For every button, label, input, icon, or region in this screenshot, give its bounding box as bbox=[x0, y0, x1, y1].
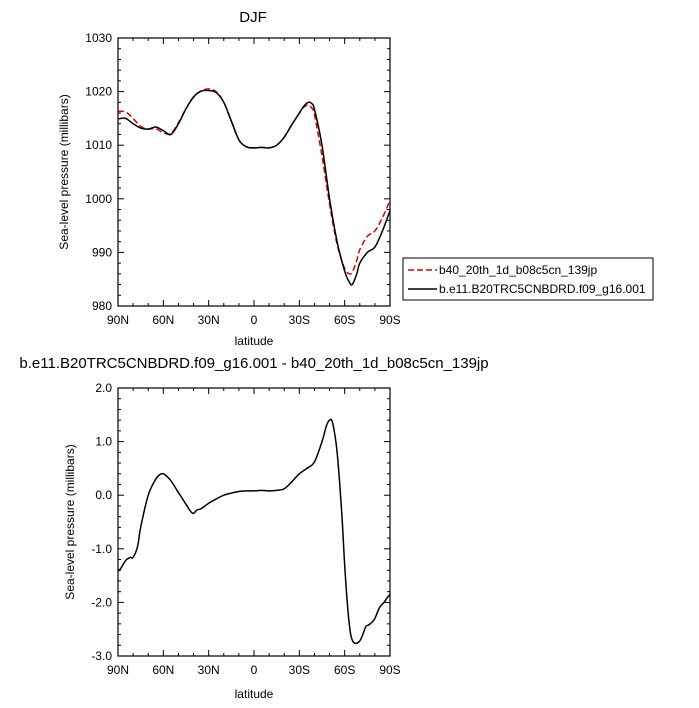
x-tick-label: 60N bbox=[152, 663, 174, 677]
legend-label-series-b: b.e11.B20TRC5CNBDRD.f09_g16.001 bbox=[439, 282, 646, 296]
bottom-chart-x-axis-label: latitude bbox=[235, 687, 274, 701]
top-chart-title: DJF bbox=[239, 9, 267, 26]
series-line-0-0 bbox=[117, 88, 391, 275]
top-chart: DJF 90N 60N 30N 0 30S 60S 90S 980 990 1000 1010 102… bbox=[57, 9, 654, 348]
x-tick-label: 30S bbox=[289, 313, 310, 327]
y-tick-label: 2.0 bbox=[95, 381, 112, 395]
x-tick-label: 30N bbox=[198, 663, 220, 677]
x-tick-label: 90N bbox=[107, 663, 129, 677]
x-tick-label: 30N bbox=[198, 313, 220, 327]
y-tick-label: -3.0 bbox=[91, 649, 112, 663]
x-tick-label: 30S bbox=[289, 663, 310, 677]
top-chart-y-axis-label: Sea-level pressure (millibars) bbox=[57, 94, 71, 249]
bottom-chart-plot-frame bbox=[117, 387, 391, 657]
x-tick-label: 90N bbox=[107, 313, 129, 327]
y-tick-label: 1.0 bbox=[95, 435, 112, 449]
x-tick-label: 60N bbox=[152, 313, 174, 327]
legend-label-series-a: b40_20th_1d_b08c5cn_139jp bbox=[439, 263, 597, 277]
legend: b40_20th_1d_b08c5cn_139jp b.e11.B20TRC5C… bbox=[402, 257, 654, 301]
x-tick-label: 60S bbox=[334, 663, 355, 677]
bottom-chart: b.e11.B20TRC5CNBDRD.f09_g16.001 - b40_20… bbox=[19, 355, 488, 701]
bottom-chart-y-axis-label: Sea-level pressure (millibars) bbox=[63, 444, 77, 599]
top-chart-plot-frame bbox=[117, 37, 391, 307]
y-tick-label: 1020 bbox=[85, 85, 112, 99]
top-chart-x-axis-label: latitude bbox=[235, 334, 274, 348]
y-tick-label: 1000 bbox=[85, 192, 112, 206]
x-tick-label: 0 bbox=[251, 313, 258, 327]
x-tick-label: 60S bbox=[334, 313, 355, 327]
y-tick-label: 990 bbox=[92, 245, 112, 259]
legend-box bbox=[402, 257, 654, 301]
y-tick-label: 1030 bbox=[85, 31, 112, 45]
bottom-chart-title: b.e11.B20TRC5CNBDRD.f09_g16.001 - b40_20… bbox=[19, 355, 488, 372]
y-tick-label: -1.0 bbox=[91, 542, 112, 556]
series-line-1-0 bbox=[117, 418, 391, 645]
y-tick-label: 1010 bbox=[85, 138, 112, 152]
series-line-0-1 bbox=[117, 89, 391, 286]
x-tick-label: 0 bbox=[251, 663, 258, 677]
x-tick-label: 90S bbox=[379, 663, 400, 677]
x-tick-label: 90S bbox=[379, 313, 400, 327]
y-tick-label: -2.0 bbox=[91, 595, 112, 609]
y-tick-label: 980 bbox=[92, 299, 112, 313]
y-tick-label: 0.0 bbox=[95, 488, 112, 502]
